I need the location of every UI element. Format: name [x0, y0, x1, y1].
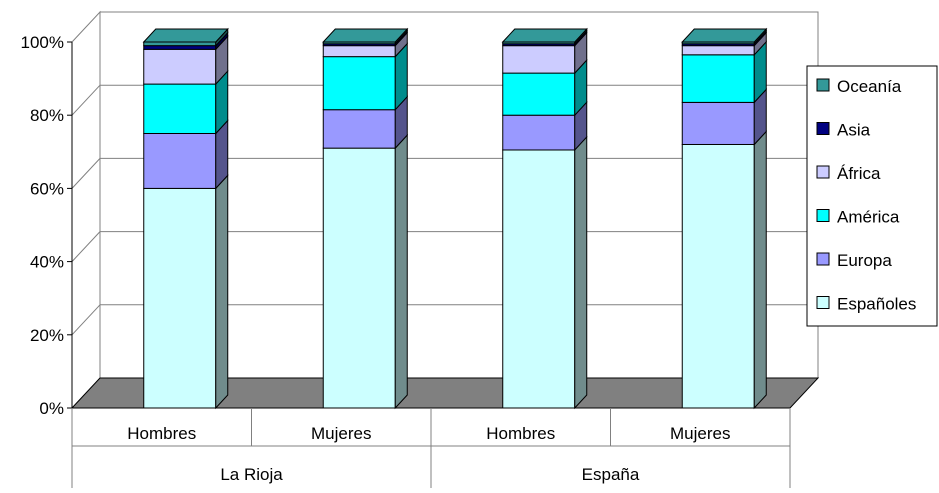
bar-segment — [143, 69, 229, 135]
y-tick-label: 20% — [30, 326, 64, 345]
legend-item: Europa — [816, 251, 892, 270]
x-tick-label: Mujeres — [670, 424, 730, 443]
bar-segment — [322, 133, 408, 410]
legend: Oceanía Asia África América Europa Españoles — [806, 65, 938, 327]
y-tick-label: 60% — [30, 179, 64, 198]
bar-segment — [143, 119, 229, 190]
x-tick-label: Mujeres — [311, 424, 371, 443]
legend-swatch — [816, 209, 830, 222]
bar-segment — [681, 27, 768, 46]
bar-segment — [322, 27, 409, 46]
y-axis: 0% 20% 40% 60% 80% 100% — [21, 33, 73, 418]
legend-swatch — [816, 122, 830, 135]
gridline — [71, 158, 101, 189]
bar-segment — [501, 27, 588, 46]
bar-segment — [502, 58, 588, 117]
x-tick-label: Hombres — [486, 424, 555, 443]
x-tick-label: Hombres — [127, 424, 196, 443]
x-group-label: España — [582, 465, 640, 484]
legend-item: Oceanía — [816, 77, 902, 96]
legend-label: América — [837, 208, 900, 227]
bar-segment — [681, 88, 767, 146]
legend-swatch — [816, 296, 830, 309]
bar-segment — [143, 174, 229, 410]
legend-item: América — [816, 208, 900, 227]
legend-item: África — [816, 164, 881, 183]
x-axis: Hombres Mujeres Hombres Mujeres La Rioja Espa… — [71, 407, 791, 488]
legend-swatch — [816, 78, 830, 92]
legend-item: Asia — [816, 121, 871, 140]
bar-segment — [322, 95, 408, 150]
legend-box — [806, 65, 938, 327]
bar-segment — [502, 135, 588, 410]
legend-label: Asia — [837, 121, 871, 140]
bars — [142, 27, 768, 410]
gridline — [71, 304, 101, 336]
legend-label: Españoles — [837, 295, 916, 314]
bar-segment — [681, 40, 767, 104]
legend-label: Oceanía — [837, 77, 902, 96]
y-tick-label: 80% — [30, 106, 64, 125]
legend-item: Españoles — [816, 295, 916, 314]
bar-segment — [502, 100, 588, 152]
legend-label: Europa — [837, 251, 892, 270]
legend-label: África — [837, 164, 881, 183]
legend-swatch — [816, 252, 830, 266]
y-tick-label: 100% — [21, 33, 64, 52]
x-group-label: La Rioja — [220, 465, 283, 484]
y-tick-label: 0% — [39, 399, 64, 418]
bar-segment — [322, 42, 408, 111]
legend-swatch — [816, 165, 830, 179]
bar-segment — [681, 130, 767, 410]
y-tick-label: 40% — [30, 253, 64, 272]
gridline — [71, 231, 101, 262]
bar-segment — [142, 27, 229, 47]
gridline — [71, 84, 101, 116]
side-wall — [71, 10, 101, 410]
